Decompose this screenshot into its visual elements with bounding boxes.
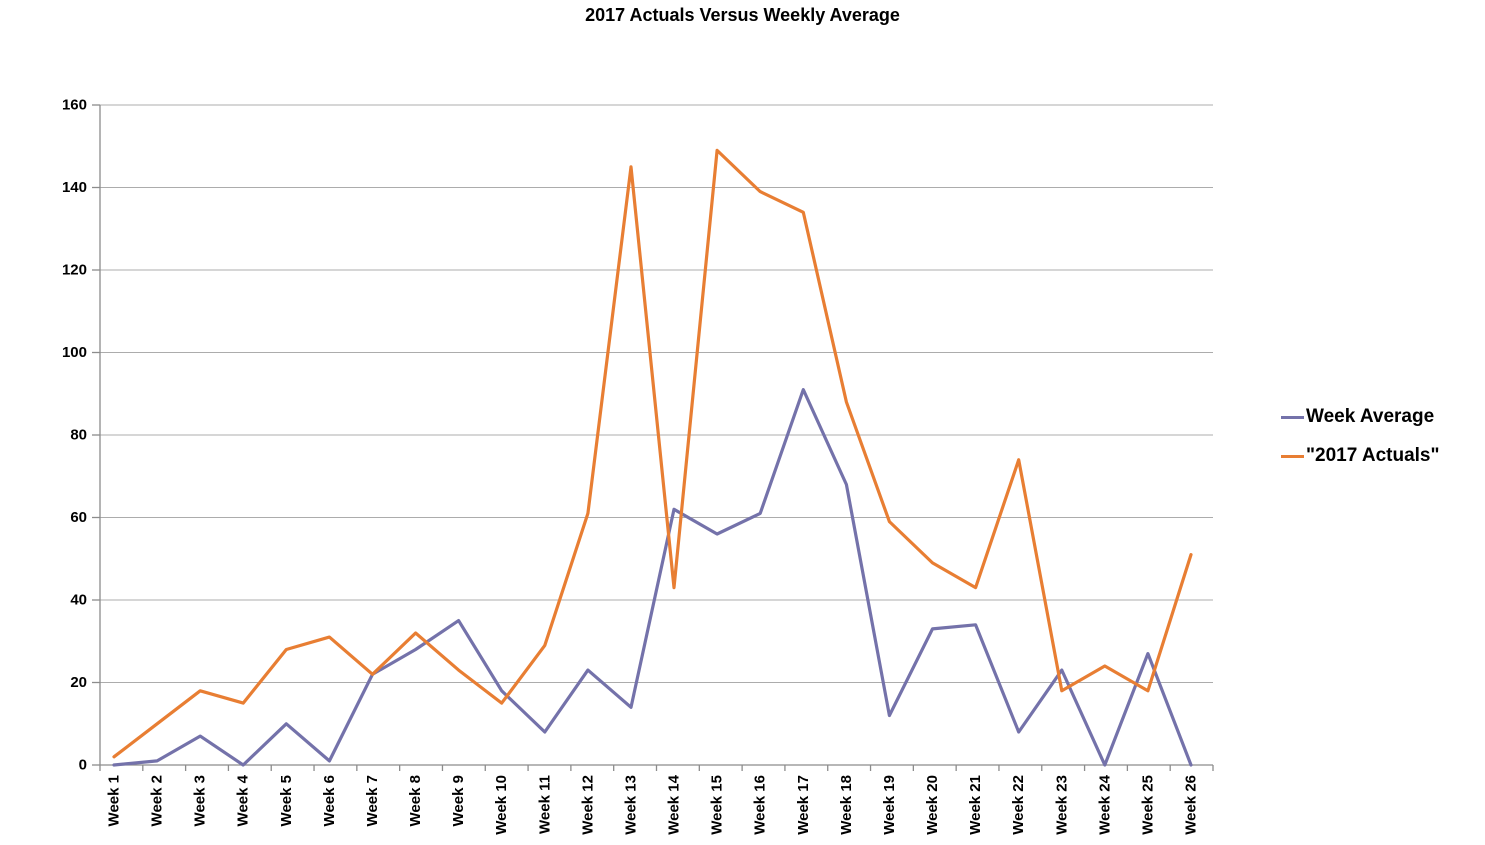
series-line-week-average	[112, 388, 1193, 767]
x-tick-label: Week 14	[666, 774, 683, 834]
y-tick-label: 60	[70, 509, 87, 526]
legend-label: "2017 Actuals"	[1306, 445, 1440, 466]
legend-label: Week Average	[1306, 406, 1435, 427]
y-tick-label: 80	[70, 427, 87, 444]
y-tick-label: 140	[62, 179, 87, 196]
x-tick-label: Week 5	[278, 775, 295, 826]
legend-swatch	[1281, 454, 1304, 458]
x-tick-label: Week 4	[235, 774, 252, 826]
x-tick-label: Week 16	[752, 775, 769, 835]
x-tick-label: Week 24	[1096, 774, 1113, 834]
x-tick-label: Week 19	[881, 775, 898, 835]
y-tick-label: 40	[70, 592, 87, 609]
legend-swatch	[1281, 415, 1304, 419]
legend: Week Average "2017 Actuals"	[1281, 406, 1440, 467]
y-tick-label: 20	[70, 674, 87, 691]
x-tick-label: Week 26	[1183, 775, 1200, 835]
x-tick-label: Week 20	[924, 775, 941, 835]
y-tick-label: 120	[62, 262, 87, 279]
y-tick-label: 0	[79, 757, 87, 774]
x-tick-label: Week 10	[493, 775, 510, 835]
x-tick-label: Week 12	[579, 775, 596, 835]
x-tick-label: Week 22	[1010, 775, 1027, 835]
x-tick-label: Week 8	[407, 775, 424, 826]
x-tick-label: Week 11	[536, 775, 553, 834]
x-tick-label: Week 23	[1053, 775, 1070, 835]
chart-title: 2017 Actuals Versus Weekly Average	[585, 5, 900, 25]
x-tick-label: Week 2	[149, 775, 166, 826]
legend-item: "2017 Actuals"	[1281, 445, 1440, 467]
x-tick-label: Week 3	[192, 775, 209, 826]
y-tick-label: 100	[62, 344, 87, 361]
series-line-2017-actuals	[112, 148, 1193, 759]
x-tick-label: Week 6	[321, 775, 338, 826]
x-tick-label: Week 25	[1139, 775, 1156, 835]
x-tick-label: Week 18	[838, 775, 855, 835]
x-tick-label: Week 9	[450, 775, 467, 826]
x-tick-label: Week 13	[622, 775, 639, 835]
x-tick-label: Week 7	[364, 775, 381, 826]
x-tick-label: Week 1	[106, 775, 123, 826]
x-tick-label: Week 15	[709, 775, 726, 835]
x-tick-label: Week 17	[795, 775, 812, 835]
legend-item: Week Average	[1281, 406, 1440, 428]
y-tick-label: 160	[62, 97, 87, 114]
x-tick-label: Week 21	[967, 775, 984, 835]
